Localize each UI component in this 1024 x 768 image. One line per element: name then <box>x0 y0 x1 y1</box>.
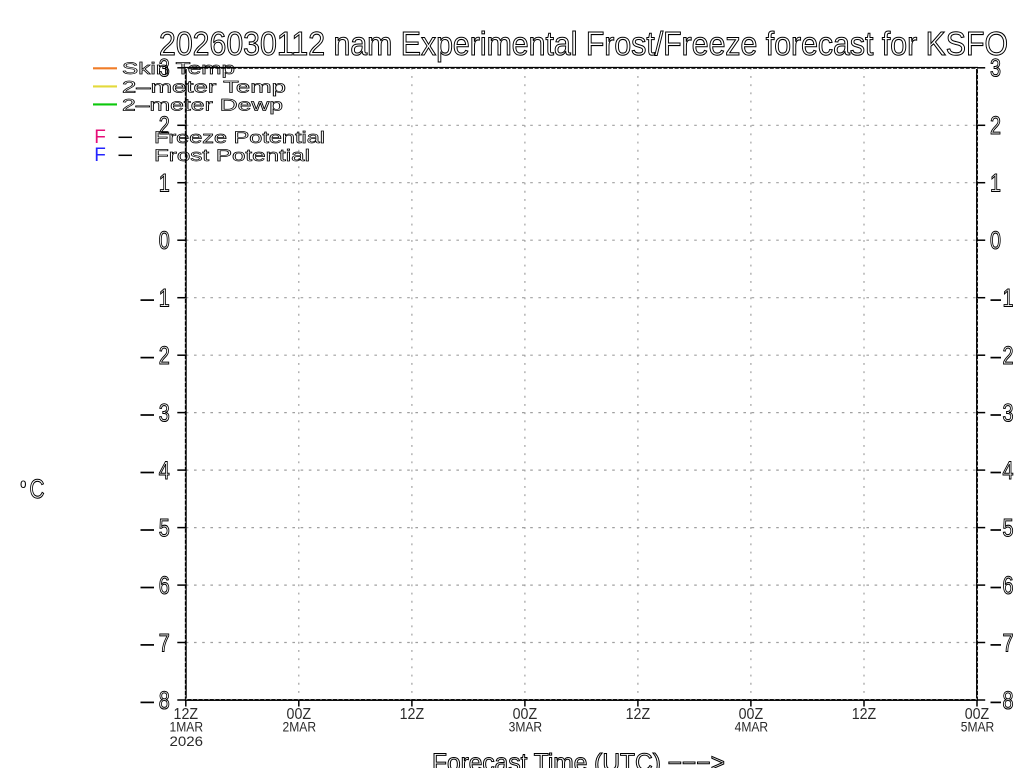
svg-text:12Z: 12Z <box>626 706 651 723</box>
svg-text:Forecast Time (UTC) −−−>: Forecast Time (UTC) −−−> <box>432 750 725 768</box>
svg-text:7: 7 <box>159 629 170 657</box>
svg-text:3MAR: 3MAR <box>509 719 543 735</box>
svg-text:Skin Temp: Skin Temp <box>122 60 235 78</box>
svg-text:3: 3 <box>159 55 170 83</box>
svg-text:6: 6 <box>1003 572 1014 600</box>
svg-text:4: 4 <box>1003 457 1014 485</box>
svg-text:Frost Potential: Frost Potential <box>154 147 310 165</box>
svg-text:o: o <box>20 476 27 491</box>
svg-text:5: 5 <box>1003 514 1014 542</box>
svg-text:2: 2 <box>159 112 170 140</box>
svg-text:2: 2 <box>159 342 170 370</box>
svg-text:6: 6 <box>159 572 170 600</box>
svg-text:3: 3 <box>990 55 1001 83</box>
svg-text:8: 8 <box>159 687 170 715</box>
svg-text:12Z: 12Z <box>852 706 877 723</box>
svg-text:3: 3 <box>159 399 170 427</box>
svg-text:8: 8 <box>1003 687 1014 715</box>
svg-text:2026: 2026 <box>170 734 204 750</box>
svg-text:12Z: 12Z <box>174 706 199 723</box>
svg-text:2: 2 <box>990 112 1001 140</box>
svg-text:1: 1 <box>990 170 1001 198</box>
svg-text:2: 2 <box>1003 342 1014 370</box>
svg-text:F: F <box>94 145 106 166</box>
svg-text:2MAR: 2MAR <box>283 719 317 735</box>
svg-text:1: 1 <box>1003 285 1014 313</box>
svg-text:0: 0 <box>159 227 170 255</box>
svg-text:4: 4 <box>159 457 170 485</box>
svg-text:C: C <box>30 474 45 504</box>
svg-text:00Z: 00Z <box>739 706 764 723</box>
svg-text:2026030112 nam Experimental Fr: 2026030112 nam Experimental Frost/Freeze… <box>159 25 1008 62</box>
svg-text:0: 0 <box>990 227 1001 255</box>
svg-text:5MAR: 5MAR <box>961 719 995 735</box>
svg-text:2–meter Dewp: 2–meter Dewp <box>122 96 283 114</box>
svg-text:5: 5 <box>159 514 170 542</box>
svg-text:F: F <box>94 127 106 148</box>
svg-text:1: 1 <box>159 285 170 313</box>
svg-text:1MAR: 1MAR <box>170 719 204 735</box>
svg-text:3: 3 <box>1003 399 1014 427</box>
svg-text:Freeze Potential: Freeze Potential <box>154 129 325 147</box>
svg-text:12Z: 12Z <box>400 706 425 723</box>
svg-text:2–meter Temp: 2–meter Temp <box>122 78 286 96</box>
svg-text:00Z: 00Z <box>513 706 538 723</box>
svg-text:7: 7 <box>1003 629 1014 657</box>
svg-text:00Z: 00Z <box>965 706 990 723</box>
svg-text:00Z: 00Z <box>287 706 312 723</box>
svg-text:4MAR: 4MAR <box>735 719 769 735</box>
svg-text:1: 1 <box>159 170 170 198</box>
